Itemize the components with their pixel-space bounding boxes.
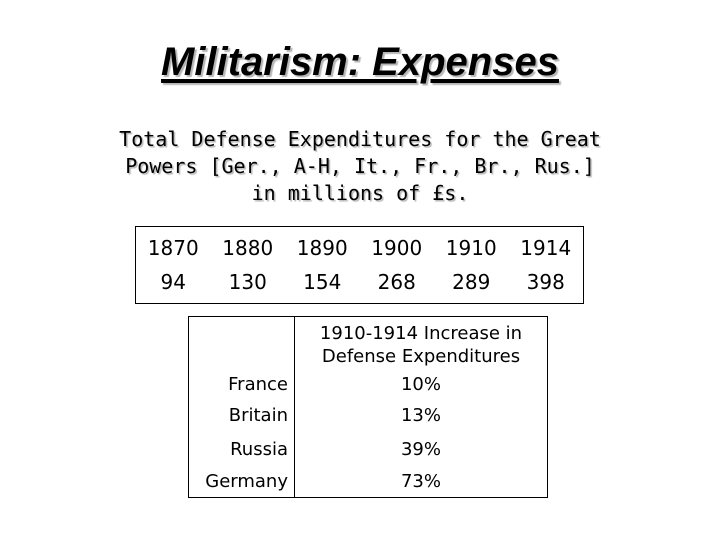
increase-value: 13% xyxy=(400,405,441,426)
value-cell: 154 xyxy=(303,270,342,294)
year-cell: 1880 xyxy=(222,236,274,260)
value-column-border xyxy=(294,316,548,498)
year-cell: 1890 xyxy=(296,236,348,260)
increase-value: 10% xyxy=(400,374,441,395)
value-cell: 289 xyxy=(452,270,491,294)
table-row: France 10% xyxy=(188,374,548,404)
year-cell: 1910 xyxy=(445,236,497,260)
values-row: 94 130 154 268 289 398 xyxy=(136,265,583,299)
table-row: Germany 73% xyxy=(188,471,548,501)
value-cell: 94 xyxy=(160,270,186,294)
subtitle-line: Total Defense Expenditures for the Great xyxy=(119,127,601,151)
slide-title: Militarism: Expenses xyxy=(161,40,559,84)
value-cell: 268 xyxy=(377,270,416,294)
value-cell: 398 xyxy=(526,270,565,294)
increase-header-line: Defense Expenditures xyxy=(321,346,521,367)
subtitle-line: in millions of £s. xyxy=(251,181,469,205)
table-row: Britain 13% xyxy=(188,405,548,435)
expenditures-table: 1870 1880 1890 1900 1910 1914 94 130 154… xyxy=(135,226,584,304)
increase-header: 1910-1914 Increase in Defense Expenditur… xyxy=(294,322,548,368)
increase-value: 73% xyxy=(400,471,441,492)
table-row: Russia 39% xyxy=(188,439,548,469)
years-row: 1870 1880 1890 1900 1910 1914 xyxy=(136,227,583,265)
country-label: Britain xyxy=(228,405,288,426)
subtitle: Total Defense Expenditures for the Great… xyxy=(0,126,720,207)
country-label: Germany xyxy=(205,471,288,492)
country-label: France xyxy=(228,374,288,395)
subtitle-line: Powers [Ger., A-H, It., Fr., Br., Rus.] xyxy=(125,154,595,178)
year-cell: 1870 xyxy=(147,236,199,260)
increase-value: 39% xyxy=(400,439,441,460)
value-cell: 130 xyxy=(228,270,267,294)
country-label: Russia xyxy=(230,439,288,460)
year-cell: 1914 xyxy=(520,236,572,260)
increase-header-line: 1910-1914 Increase in xyxy=(319,323,523,344)
year-cell: 1900 xyxy=(371,236,423,260)
increase-table: 1910-1914 Increase in Defense Expenditur… xyxy=(188,316,548,498)
